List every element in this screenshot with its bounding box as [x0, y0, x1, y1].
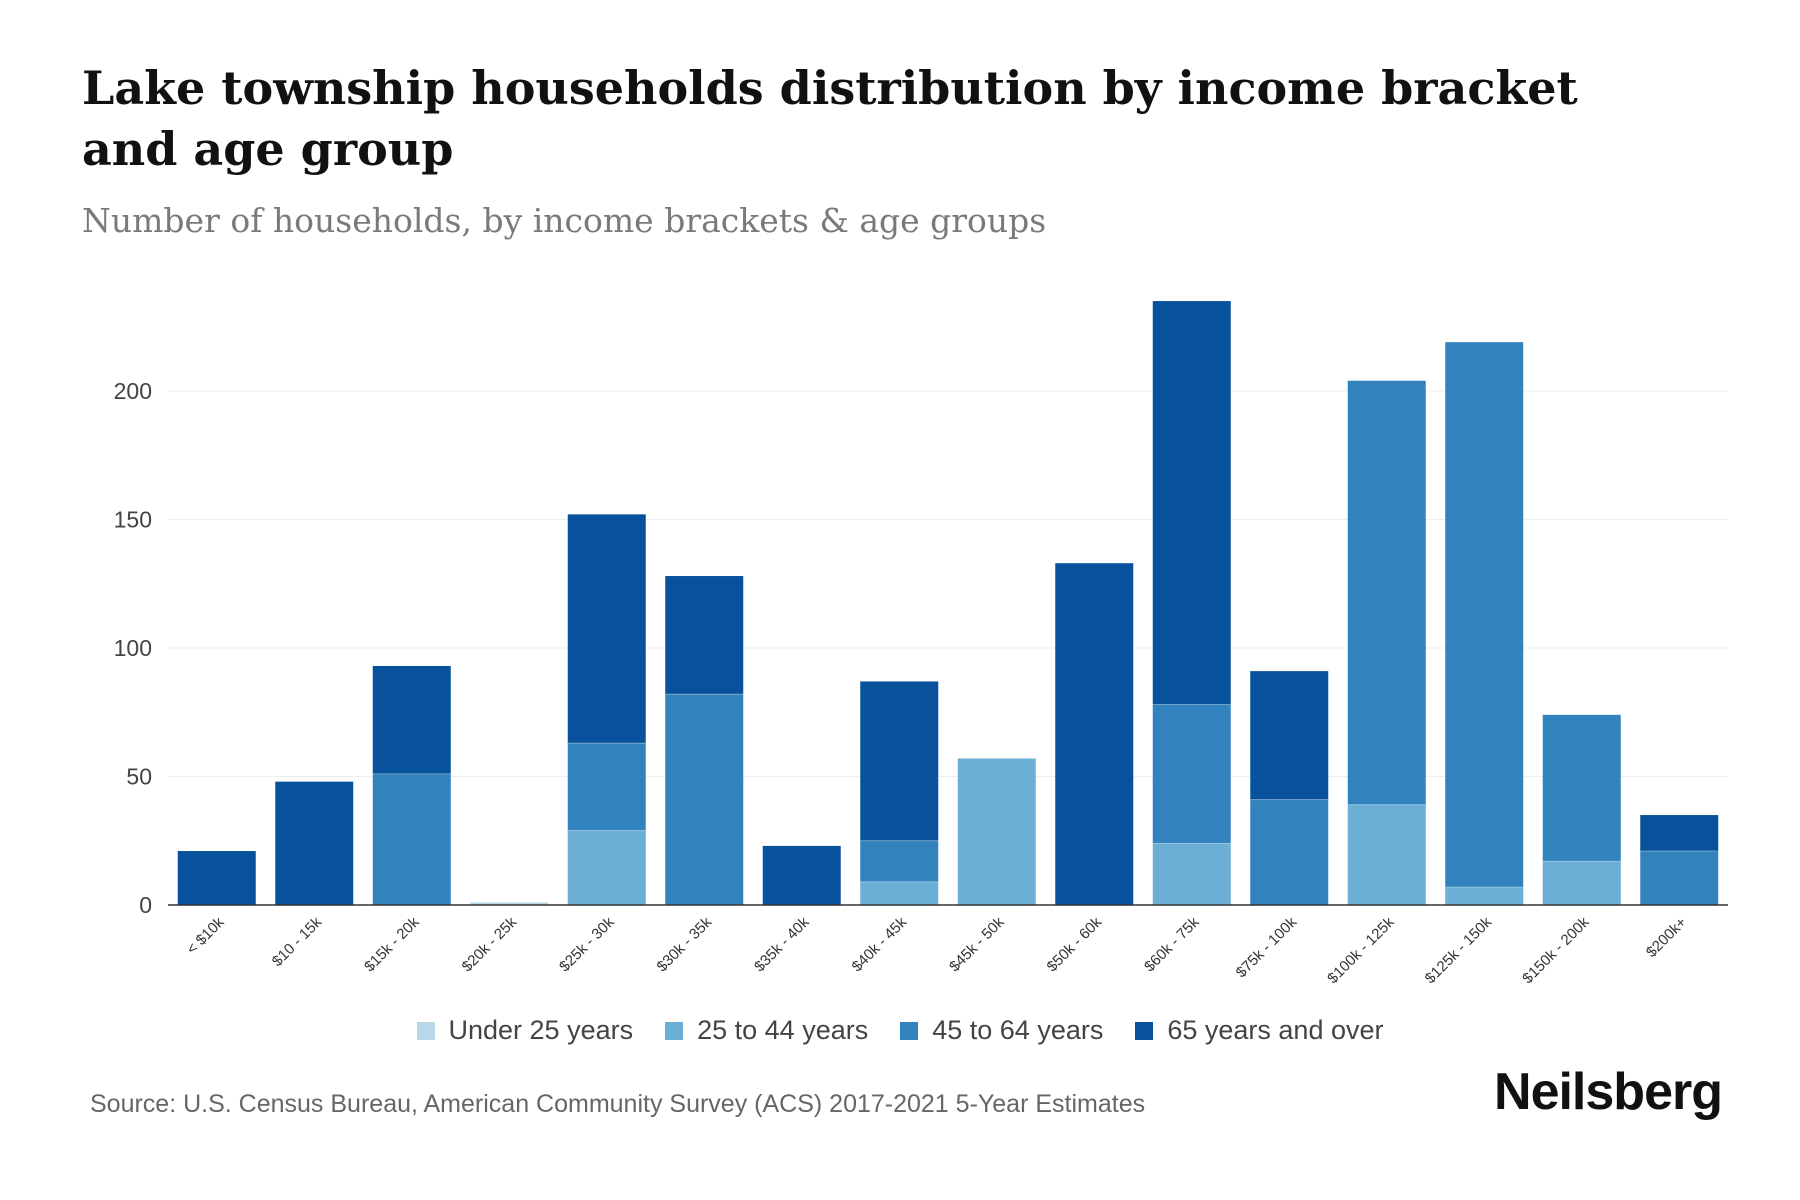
y-tick-label: 50: [126, 764, 152, 790]
bar-segment: [1055, 563, 1134, 905]
y-tick-label: 200: [114, 378, 152, 404]
bar-segment: [1152, 843, 1231, 905]
bar-segment: [1445, 342, 1524, 888]
x-tick-label: $60k - 75k: [1141, 913, 1203, 975]
bar-segment: [860, 881, 939, 905]
x-tick-label: $30k - 35k: [654, 913, 716, 975]
chart-subtitle: Number of households, by income brackets…: [82, 201, 1047, 240]
x-tick-label: $35k - 40k: [751, 913, 813, 975]
legend-swatch: [1135, 1021, 1154, 1040]
bar-segment: [177, 851, 256, 905]
legend-item: 25 to 44 years: [665, 1015, 868, 1046]
bar-segment: [1640, 851, 1719, 905]
bar-segment: [1347, 804, 1426, 905]
x-tick-label: $25k - 30k: [556, 913, 618, 975]
x-tick-label: $45k - 50k: [946, 913, 1008, 975]
y-tick-label: 150: [114, 507, 152, 533]
x-tick-label: $200k+: [1643, 914, 1690, 961]
brand-logo: Neilsberg: [1494, 1063, 1723, 1121]
legend-label: 65 years and over: [1167, 1015, 1384, 1045]
chart-title: Lake township households distribution by…: [82, 61, 1578, 176]
bar-segment: [567, 514, 646, 744]
bar-segment: [1542, 861, 1621, 905]
bars: [177, 301, 1719, 905]
bar-segment: [665, 576, 744, 695]
bar-segment: [567, 743, 646, 831]
legend-swatch: [416, 1021, 435, 1040]
x-tick-label: $75k - 100k: [1233, 913, 1301, 981]
bar-segment: [372, 773, 451, 905]
legend-label: 25 to 44 years: [697, 1015, 869, 1045]
y-tick-label: 100: [114, 635, 152, 661]
legend-item: Under 25 years: [416, 1015, 634, 1046]
legend-item: 65 years and over: [1135, 1015, 1384, 1046]
bar-segment: [470, 902, 549, 905]
y-tick-label: 0: [139, 892, 152, 918]
bar-segment: [1152, 301, 1231, 705]
bar-segment: [1542, 714, 1621, 862]
legend-swatch: [665, 1021, 684, 1040]
x-tick-label: $15k - 20k: [361, 913, 423, 975]
x-tick-label: < $10k: [183, 913, 228, 958]
bar-segment: [1152, 704, 1231, 844]
bar-segment: [665, 694, 744, 905]
bar-segment: [1445, 887, 1524, 905]
legend-label: Under 25 years: [448, 1015, 634, 1045]
bar-segment: [372, 665, 451, 774]
bar-segment: [1250, 671, 1329, 800]
bar-segment: [567, 830, 646, 905]
bar-segment: [860, 840, 939, 882]
x-tick-label: $10 - 15k: [269, 913, 326, 970]
legend-swatch: [900, 1021, 919, 1040]
source-note: Source: U.S. Census Bureau, American Com…: [90, 1090, 1146, 1118]
bar-segment: [1347, 380, 1426, 805]
legend-item: 45 to 64 years: [900, 1015, 1103, 1046]
x-tick-label: $100k - 125k: [1324, 913, 1398, 987]
bar-segment: [275, 781, 354, 905]
legend-label: 45 to 64 years: [932, 1015, 1104, 1045]
x-tick-label: $50k - 60k: [1044, 913, 1106, 975]
bar-segment: [1640, 815, 1719, 852]
bar-segment: [860, 681, 939, 841]
x-tick-label: $125k - 150k: [1422, 913, 1496, 987]
bar-segment: [762, 845, 841, 905]
bar-segment: [1250, 799, 1329, 905]
bar-segment: [957, 758, 1036, 905]
x-tick-label: $150k - 200k: [1519, 913, 1593, 987]
legend: Under 25 years 25 to 44 years 45 to 64 yea…: [0, 1015, 1800, 1046]
x-tick-label: $20k - 25k: [459, 913, 521, 975]
x-tick-label: $40k - 45k: [849, 913, 911, 975]
